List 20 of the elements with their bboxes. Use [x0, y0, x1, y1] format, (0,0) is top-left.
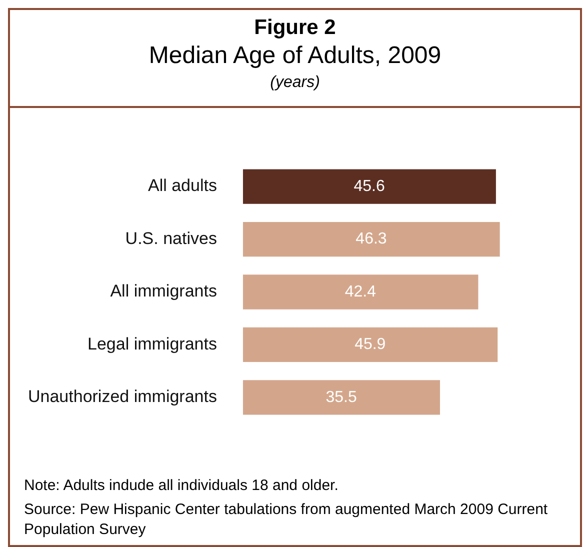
- data-label: 45.9: [354, 336, 386, 354]
- bar: [242, 274, 478, 310]
- bar: [242, 169, 496, 204]
- y-tick-label: Legal immigrants: [88, 334, 217, 354]
- source-note: Source: Pew Hispanic Center tabulations from augmented March 2009 Current Population Survey: [24, 500, 549, 540]
- bar: [242, 380, 440, 415]
- y-tick-label: All adults: [148, 176, 217, 196]
- y-tick-label: Unauthorized immigrants: [28, 387, 217, 406]
- chart-subtitle: Median Age of Adults, 2009: [148, 42, 442, 70]
- bar: [242, 327, 498, 362]
- data-label: 35.5: [326, 388, 357, 406]
- text: (years): [269, 74, 321, 92]
- data-label: 46.3: [356, 230, 387, 248]
- y-tick-label: All immigrants: [110, 282, 217, 301]
- data-label: 45.6: [354, 178, 385, 195]
- chart-title: Figure 2: [253, 16, 337, 40]
- data-label: 42.4: [344, 283, 376, 300]
- bar: [242, 222, 500, 257]
- y-tick-label: U.S. natives: [125, 228, 217, 248]
- text: Note: Adults indude all individuals 18 and older.: [24, 476, 340, 496]
